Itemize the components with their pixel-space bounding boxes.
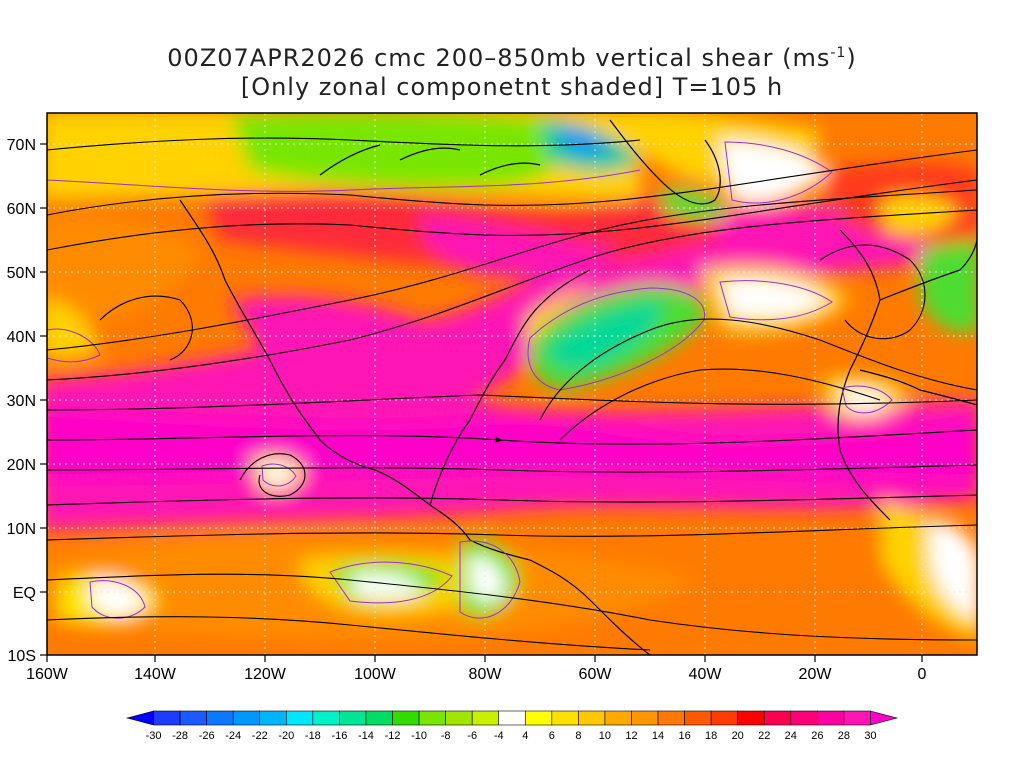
colorbar-swatch: [179, 710, 207, 726]
colorbar-swatch: [843, 710, 871, 726]
colorbar-swatch: [657, 710, 685, 726]
colorbar-swatch: [445, 710, 473, 726]
zero-contours: [47, 141, 893, 619]
colorbar-label: 16: [678, 730, 690, 742]
colorbar-label: 10: [599, 730, 611, 742]
chart-title-line1: 00Z07APR2026 cmc 200–850mb vertical shea…: [167, 44, 857, 72]
colorbar-swatch: [524, 710, 553, 726]
colorbar-label: 18: [705, 730, 717, 742]
lat-label: 30N: [7, 393, 36, 410]
longitude-labels: 160W 140W 120W 100W 80W 60W 40W 20W 0: [26, 666, 926, 683]
colorbar-swatch: [286, 710, 314, 726]
lon-label: 100W: [354, 666, 397, 683]
colorbar-swatch: [339, 710, 367, 726]
colorbar-label: 6: [549, 730, 555, 742]
colorbar-label: -30: [146, 730, 162, 742]
colorbar-label: -4: [494, 730, 504, 742]
colorbar-swatch: [232, 710, 261, 726]
lon-label: 80W: [469, 666, 503, 683]
colorbar-swatch: [817, 710, 845, 726]
lon-label: 60W: [579, 666, 613, 683]
colorbar-label: -14: [358, 730, 374, 742]
colorbar-label: 4: [522, 730, 528, 742]
colorbar-swatch: [365, 710, 393, 726]
colorbar-label: -10: [411, 730, 427, 742]
coastlines: [179, 119, 977, 655]
colorbar-swatch: [259, 710, 287, 726]
colorbar-swatch: [153, 710, 181, 726]
colorbar-swatch: [125, 710, 154, 726]
lon-label: 160W: [26, 666, 69, 683]
lat-label: 40N: [7, 329, 36, 346]
colorbar-swatch: [631, 710, 659, 726]
colorbar-label: -6: [467, 730, 477, 742]
colorbar-label: -20: [278, 730, 294, 742]
colorbar-label: 28: [838, 730, 850, 742]
plot-frame: [46, 112, 978, 656]
colorbar-swatch: [684, 710, 712, 726]
colorbar-swatch: [551, 710, 579, 726]
colorbar-swatch: [392, 710, 420, 726]
colorbar-label: 14: [652, 730, 664, 742]
latitude-labels: 70N 60N 50N 40N 30N 20N 10N EQ 10S: [7, 137, 36, 665]
colorbar-label: -26: [199, 730, 215, 742]
colorbar-label: -28: [172, 730, 188, 742]
lon-label: 20W: [799, 666, 833, 683]
chart-title-line2: [Only zonal componetnt shaded] T=105 h: [240, 73, 784, 101]
colorbar-label: 30: [864, 730, 876, 742]
lat-label: EQ: [13, 585, 36, 602]
lon-label: 0: [918, 666, 927, 683]
colorbar-swatch: [710, 710, 738, 726]
colorbar-swatch: [790, 710, 818, 726]
lon-label: 120W: [244, 666, 287, 683]
colorbar-label: -22: [252, 730, 268, 742]
colorbar-label: 20: [732, 730, 744, 742]
colorbar-swatch: [578, 710, 606, 726]
lat-label: 50N: [7, 265, 36, 282]
shear-streamlines: [47, 137, 977, 651]
graticule: [47, 113, 977, 655]
colorbar-swatch: [870, 710, 899, 726]
colorbar-label: -12: [385, 730, 401, 742]
colorbar-swatch: [604, 710, 632, 726]
colorbar-swatch: [206, 710, 234, 726]
lat-label: 70N: [7, 137, 36, 154]
lon-label: 40W: [689, 666, 723, 683]
colorbar-swatch: [471, 710, 500, 726]
colorbar-swatch: [737, 710, 765, 726]
colorbar-label: 22: [758, 730, 770, 742]
colorbar-label: -18: [305, 730, 321, 742]
colorbar-label: -24: [225, 730, 241, 742]
colorbar-label: -16: [331, 730, 347, 742]
lat-label: 60N: [7, 201, 36, 218]
lat-label: 10S: [8, 648, 36, 665]
colorbar-label: -8: [441, 730, 451, 742]
colorbar-swatch: [312, 710, 340, 726]
shaded-shear-field: [47, 113, 977, 655]
colorbar: -30 -28 -26 -24 -22 -20 -18 -16 -14 -12 -10 -8 -6 -4 4…: [125, 710, 899, 742]
colorbar-label: 26: [811, 730, 823, 742]
lat-label: 20N: [7, 457, 36, 474]
colorbar-swatch: [418, 710, 446, 726]
lon-label: 140W: [134, 666, 177, 683]
lat-label: 10N: [7, 521, 36, 538]
colorbar-label: 12: [625, 730, 637, 742]
colorbar-swatch: [763, 710, 792, 726]
axis-ticks: [40, 143, 923, 662]
colorbar-swatch: [498, 710, 526, 726]
colorbar-label: 24: [785, 730, 797, 742]
colorbar-label: 8: [575, 730, 581, 742]
